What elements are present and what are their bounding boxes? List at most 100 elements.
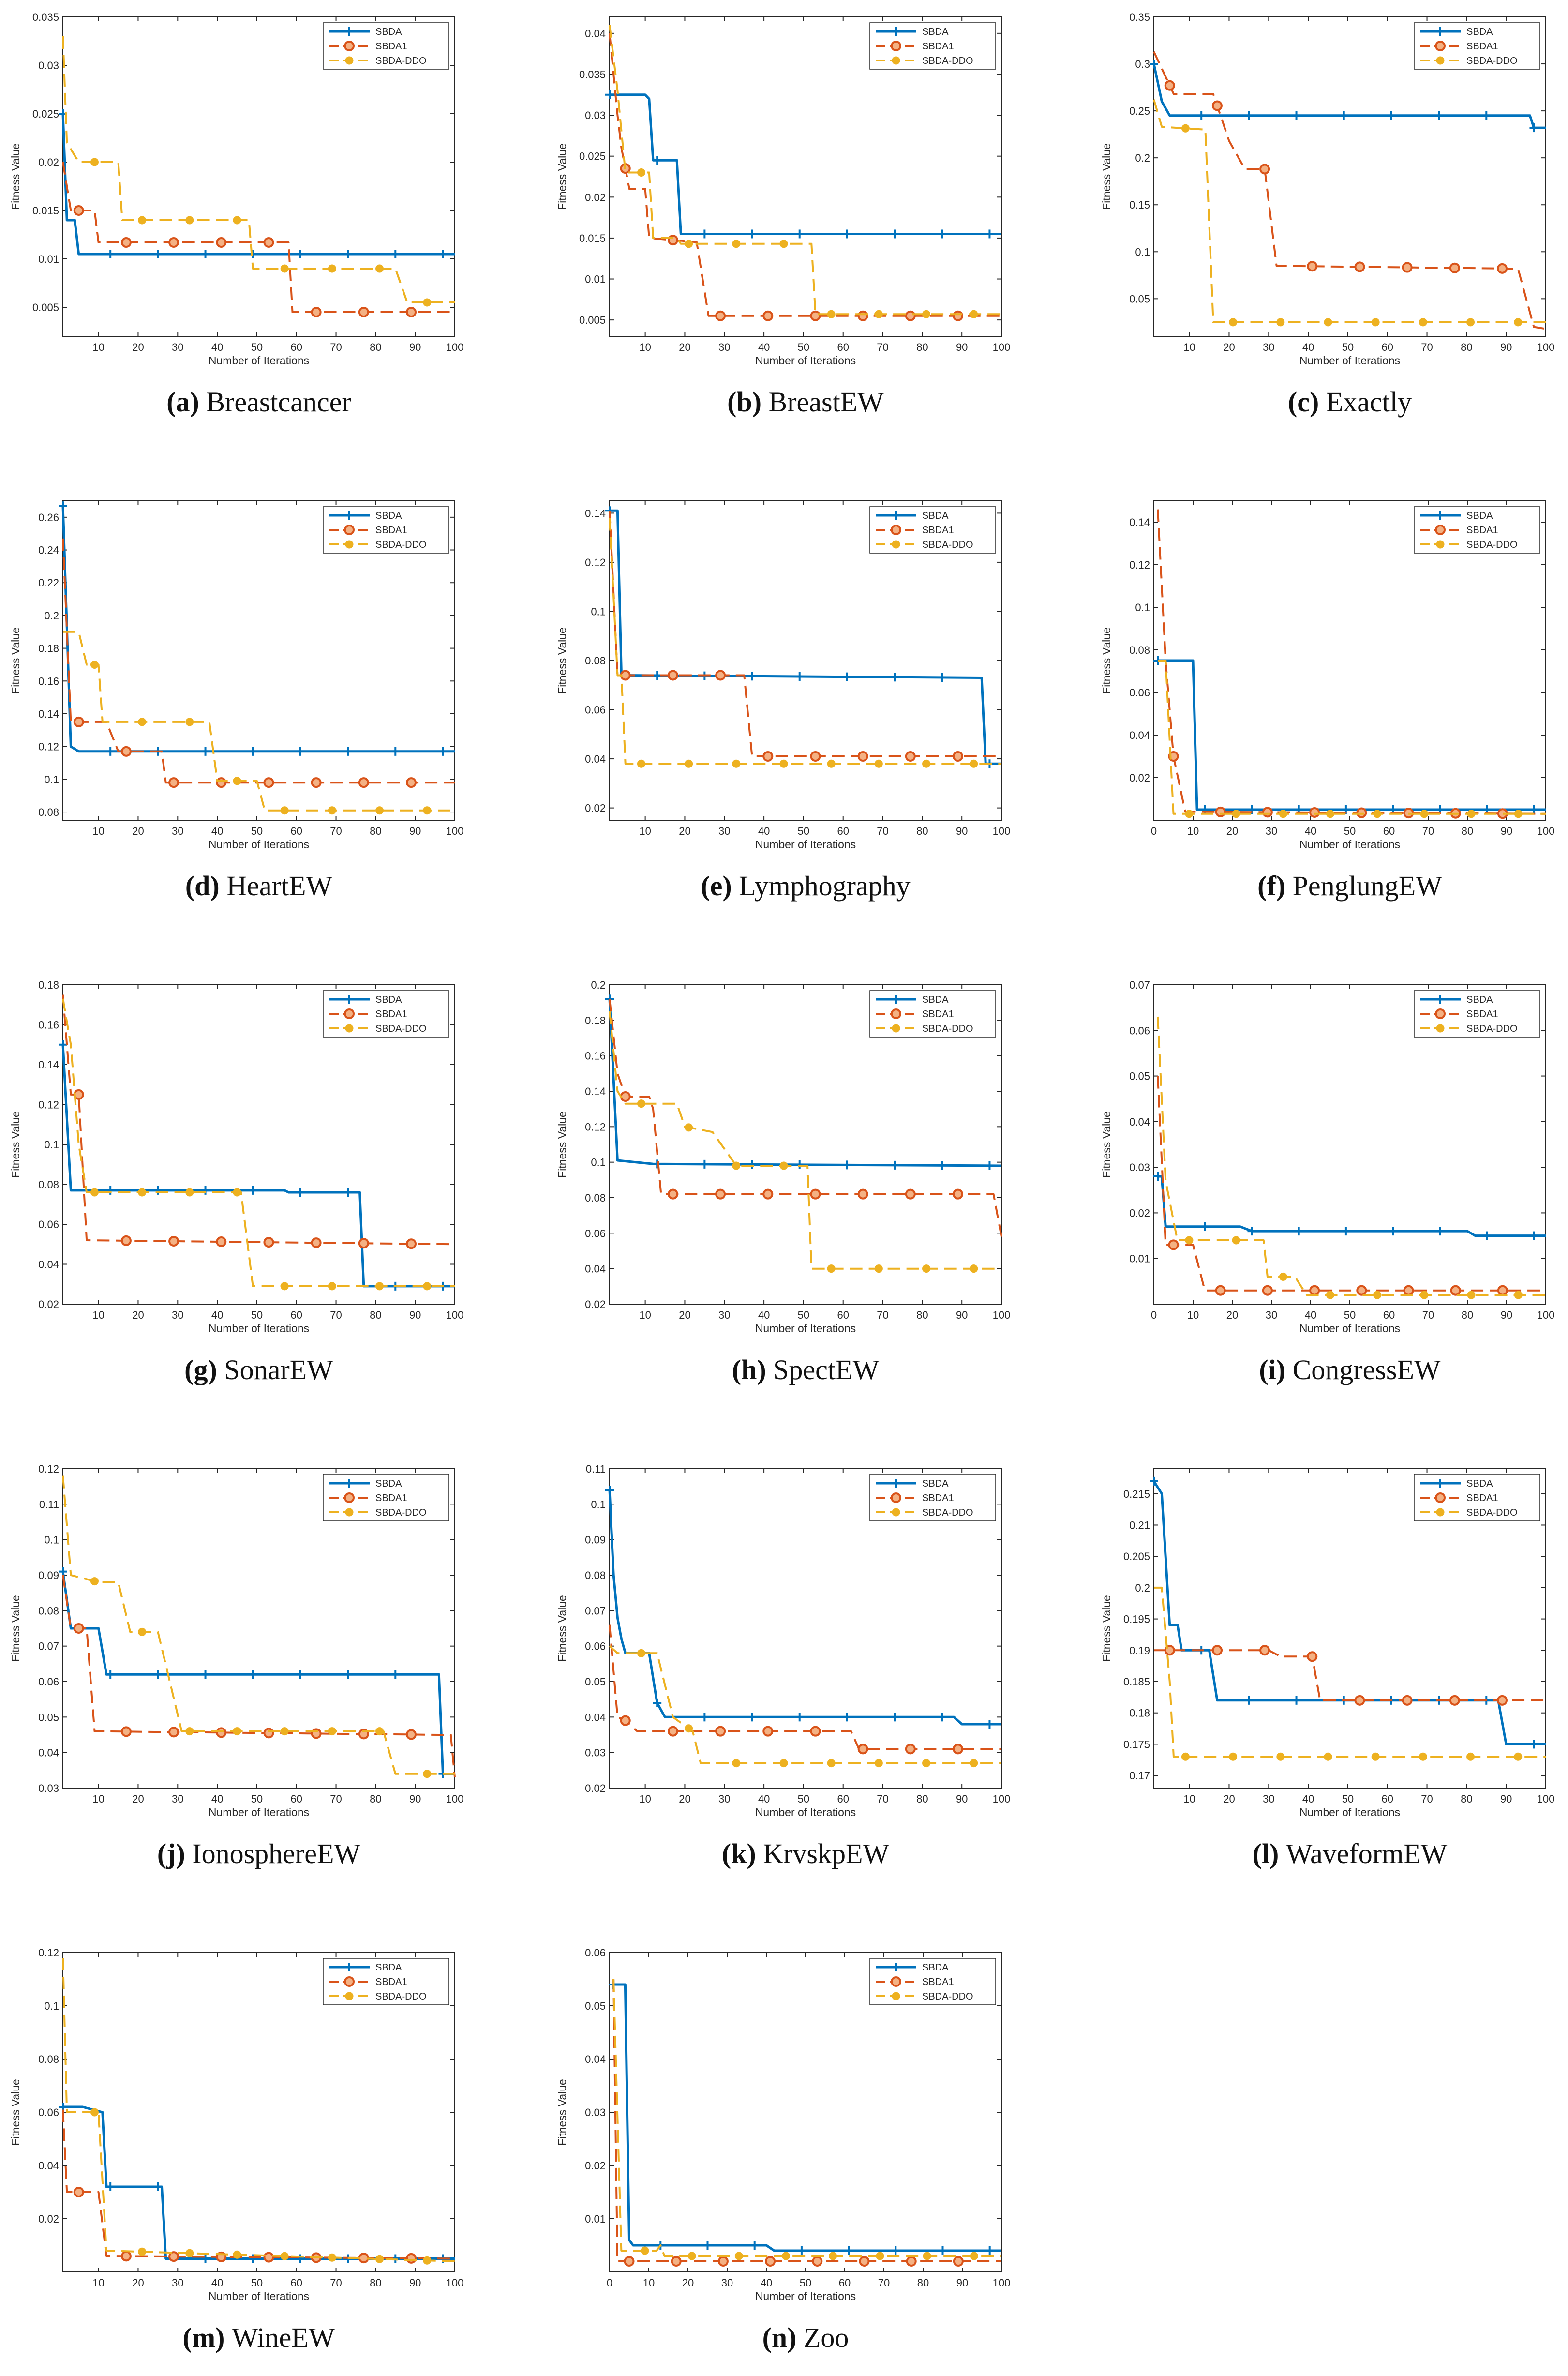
series-sbda-ddo <box>612 1979 1001 2260</box>
x-tick-label: 50 <box>798 1793 809 1805</box>
legend: SBDA SBDA1 SBDA-DDO <box>869 1958 996 2005</box>
series-sbda-ddo <box>62 1475 455 1778</box>
circle-marker <box>891 1492 901 1503</box>
dot-marker <box>687 2252 696 2260</box>
dot-marker <box>1324 318 1332 327</box>
x-axis-label: Number of Iterations <box>1299 1322 1400 1335</box>
x-tick-label: 100 <box>446 1309 464 1321</box>
dot-marker <box>782 2252 790 2260</box>
caption-tag: (i) <box>1259 1354 1292 1385</box>
y-tick-label: 0.08 <box>38 2053 59 2065</box>
dot-marker <box>345 1508 354 1517</box>
chart-caption: (m) WineEW <box>183 2322 335 2353</box>
caption-name: WaveformEW <box>1286 1838 1448 1869</box>
circle-marker <box>715 310 726 321</box>
circle-marker <box>311 307 322 317</box>
circle-marker <box>1262 1285 1273 1296</box>
chart-breastew: 10 20 30 40 50 60 70 80 90 100 0.005 0.01 0.015 0.02 0… <box>556 16 1010 418</box>
dot-marker <box>1466 318 1475 327</box>
caption-text: (d) HeartEW <box>185 870 333 902</box>
legend-label: SBDA1 <box>1466 1009 1498 1020</box>
x-tick-label: 50 <box>251 2277 263 2289</box>
dot-marker <box>732 240 741 248</box>
dot-marker <box>637 168 645 177</box>
dot-marker <box>138 1188 147 1197</box>
circle-marker <box>1450 1285 1461 1296</box>
dot-marker <box>827 1264 836 1273</box>
x-tick-label: 70 <box>330 341 342 353</box>
chart-congressew: 0 10 20 30 40 50 60 70 80 90 100 0.01 0.02 0.03 0.04 0.… <box>1100 979 1554 1385</box>
dot-marker <box>185 718 194 726</box>
x-tick-label: 10 <box>92 2277 104 2289</box>
x-tick-label: 20 <box>679 341 690 353</box>
x-axis-label: Number of Iterations <box>755 354 856 367</box>
x-tick-label: 70 <box>877 825 888 837</box>
series-line <box>1157 1016 1546 1296</box>
y-tick-label: 0.03 <box>585 1747 606 1759</box>
circle-marker <box>953 751 963 762</box>
x-tick-label: 100 <box>1537 1793 1555 1805</box>
circle-marker <box>406 1729 417 1740</box>
circle-marker <box>1402 1695 1413 1706</box>
y-tick-label: 0.06 <box>38 2106 59 2119</box>
dot-marker <box>1467 1291 1476 1299</box>
dot-marker <box>1324 1752 1332 1761</box>
circle-marker <box>73 716 84 727</box>
legend: SBDA SBDA1 SBDA-DDO <box>1414 1474 1540 1521</box>
x-tick-label: 90 <box>1500 341 1512 353</box>
y-tick-label: 0.18 <box>38 643 59 655</box>
legend-label: SBDA1 <box>1466 41 1498 52</box>
dot-marker <box>1276 1752 1285 1761</box>
y-tick-label: 0.08 <box>38 1179 59 1191</box>
x-tick-label: 20 <box>132 341 144 353</box>
x-tick-label: 0 <box>1151 1309 1157 1321</box>
circle-marker <box>812 2256 823 2267</box>
y-tick-label: 0.09 <box>585 1534 606 1546</box>
x-tick-label: 30 <box>721 2277 733 2289</box>
caption-tag: (m) <box>183 2322 232 2353</box>
y-tick-label: 0.03 <box>585 2106 606 2119</box>
y-tick-label: 0.035 <box>32 11 59 23</box>
y-tick-label: 0.2 <box>1135 1582 1150 1594</box>
dot-marker <box>923 2252 931 2260</box>
x-tick-label: 30 <box>718 1793 730 1805</box>
plot-area <box>62 1952 455 2272</box>
dot-marker <box>185 1727 194 1736</box>
dot-marker <box>685 240 693 248</box>
y-tick-label: 0.12 <box>1129 559 1150 571</box>
x-axis-label: Number of Iterations <box>209 1806 309 1819</box>
x-tick-label: 70 <box>330 1793 342 1805</box>
y-tick-label: 0.04 <box>585 1711 606 1723</box>
x-tick-label: 60 <box>837 1793 849 1805</box>
circle-marker <box>624 2256 635 2267</box>
series-sbda-ddo <box>63 631 455 815</box>
x-tick-label: 20 <box>1226 825 1238 837</box>
legend-label: SBDA1 <box>375 1493 407 1504</box>
y-tick-label: 0.16 <box>38 675 59 687</box>
series-sbda1 <box>609 1624 1001 1755</box>
circle-marker <box>1259 1645 1270 1656</box>
caption-tag: (k) <box>722 1838 763 1869</box>
legend-label: SBDA <box>922 27 949 37</box>
legend: SBDA SBDA1 SBDA-DDO <box>869 506 996 554</box>
y-tick-label: 0.04 <box>38 1747 59 1759</box>
x-tick-label: 90 <box>1500 1793 1512 1805</box>
dot-marker <box>827 310 836 318</box>
y-tick-label: 0.35 <box>1129 11 1150 23</box>
dot-marker <box>922 1759 931 1768</box>
dot-marker <box>1436 1024 1445 1033</box>
y-tick-label: 0.025 <box>32 108 59 120</box>
y-tick-label: 0.26 <box>38 511 59 524</box>
y-tick-label: 0.02 <box>1129 1207 1150 1219</box>
dot-marker <box>1514 1291 1523 1299</box>
legend: SBDA SBDA1 SBDA-DDO <box>323 506 449 554</box>
y-tick-label: 0.04 <box>585 753 606 765</box>
circle-marker <box>1435 1008 1446 1019</box>
y-tick-label: 0.3 <box>1135 58 1150 70</box>
circle-marker <box>73 2187 84 2197</box>
y-tick-label: 0.005 <box>579 314 606 326</box>
y-tick-label: 0.02 <box>38 156 59 168</box>
legend-label: SBDA1 <box>922 1493 954 1504</box>
dot-marker <box>423 1282 432 1291</box>
chart-lymphography: 10 20 30 40 50 60 70 80 90 100 0.02 0.04 0.06 0.08 0.1… <box>556 500 1010 902</box>
